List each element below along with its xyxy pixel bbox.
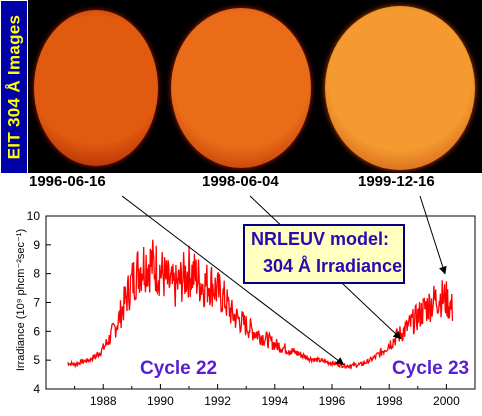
x-tick-label-1998: 1998 (376, 394, 403, 408)
y-tick-label-8: 8 (33, 267, 40, 281)
x-tick-label-1994: 1994 (261, 394, 288, 408)
cycle-22-label: Cycle 22 (140, 358, 218, 379)
sun-image-1998 (163, 0, 317, 173)
x-tick-label-1990: 1990 (147, 394, 174, 408)
model-label-line2: 304 Å Irradiance (263, 256, 403, 276)
sun-disk-1998 (171, 8, 311, 168)
x-tick-label-1988: 1988 (90, 394, 117, 408)
model-label-box: NRLEUV model: 304 Å Irradiance (243, 224, 405, 284)
model-label-line1: NRLEUV model: (251, 229, 390, 249)
x-tick-label-2000: 2000 (433, 394, 460, 408)
y-tick-label-4: 4 (33, 382, 40, 396)
x-tick-label-1996: 1996 (319, 394, 346, 408)
image-date-1996: 1996-06-16 (29, 173, 106, 190)
image-date-1998: 1998-06-04 (202, 173, 279, 190)
y-tick-label-7: 7 (33, 296, 40, 310)
sun-disk-1996 (34, 10, 158, 166)
sun-image-1996 (28, 0, 163, 173)
series-line-0 (67, 239, 454, 371)
arrow-1996 (121, 195, 345, 366)
y-tick-label-10: 10 (27, 209, 41, 223)
cycle-23-label: Cycle 23 (392, 358, 470, 379)
arrow-1999 (419, 195, 447, 275)
y-tick-label-9: 9 (33, 238, 40, 252)
chart-series-layer (67, 239, 454, 371)
sun-image-1999 (317, 0, 482, 173)
y-tick-label-5: 5 (33, 353, 40, 367)
y-tick-label-6: 6 (33, 324, 40, 338)
chart-ticks: 4 5 6 7 8 9 10 1988 1990 1992 1994 1996 1998 2000 (27, 209, 460, 408)
x-tick-label-1992: 1992 (204, 394, 231, 408)
image-date-1999: 1999-12-16 (358, 173, 435, 190)
y-axis-label: Irradiance (10⁹ phcm⁻²sec⁻¹) (15, 229, 27, 371)
eit-panel-title: EIT 304 Å Images (1, 1, 27, 173)
sun-disk-1999 (325, 6, 475, 170)
